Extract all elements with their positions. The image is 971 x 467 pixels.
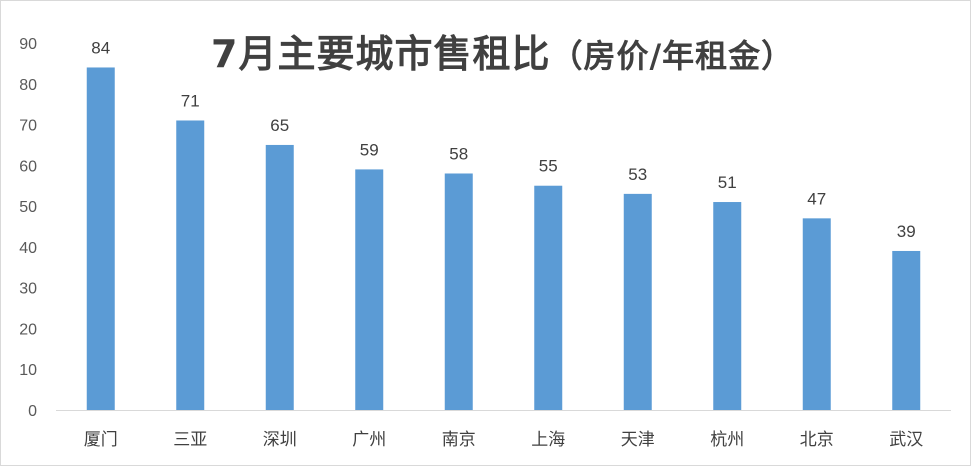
data-labels: 84 71 65 59 58 55 53 51 47 39 bbox=[91, 38, 916, 241]
y-tick-label: 40 bbox=[19, 240, 37, 257]
y-tick-label: 10 bbox=[19, 362, 37, 379]
y-axis: 0 10 20 30 40 50 60 70 80 90 bbox=[19, 36, 37, 420]
bar bbox=[623, 193, 652, 410]
data-label: 53 bbox=[628, 165, 647, 184]
bar bbox=[265, 144, 294, 410]
data-label: 47 bbox=[807, 189, 826, 208]
data-label: 39 bbox=[897, 222, 916, 241]
x-tick-label: 武汉 bbox=[889, 430, 923, 450]
x-axis: 厦门 三亚 深圳 广州 南京 上海 天津 杭州 北京 武汉 bbox=[84, 430, 924, 450]
x-tick-label: 厦门 bbox=[84, 430, 118, 450]
y-tick-label: 70 bbox=[19, 118, 37, 135]
x-tick-label: 广州 bbox=[352, 430, 386, 450]
data-label: 58 bbox=[449, 144, 468, 163]
data-label: 55 bbox=[539, 157, 558, 176]
y-tick-label: 80 bbox=[19, 77, 37, 94]
x-tick-label: 深圳 bbox=[263, 430, 297, 450]
y-tick-label: 30 bbox=[19, 281, 37, 298]
x-tick-label: 南京 bbox=[442, 430, 476, 450]
bar-series bbox=[86, 67, 921, 410]
x-tick-label: 三亚 bbox=[173, 430, 207, 450]
y-tick-label: 0 bbox=[28, 403, 37, 420]
y-tick-label: 50 bbox=[19, 199, 37, 216]
chart-title-main: 7月主要城市售租比 bbox=[211, 32, 551, 76]
bar bbox=[713, 202, 742, 410]
data-label: 51 bbox=[718, 173, 737, 192]
data-label: 71 bbox=[181, 91, 200, 110]
y-tick-label: 20 bbox=[19, 321, 37, 338]
data-label: 59 bbox=[360, 140, 379, 159]
chart-subtitle: （房价/年租金） bbox=[550, 37, 795, 75]
chart-title: 7月主要城市售租比（房价/年租金） bbox=[211, 23, 961, 78]
bar bbox=[802, 218, 831, 410]
bar bbox=[444, 173, 473, 410]
x-tick-label: 杭州 bbox=[710, 430, 744, 450]
bar bbox=[176, 120, 205, 410]
bar bbox=[534, 185, 563, 410]
x-tick-label: 天津 bbox=[621, 430, 655, 450]
bar bbox=[355, 169, 384, 410]
bar bbox=[892, 250, 921, 410]
y-tick-label: 60 bbox=[19, 158, 37, 175]
bar bbox=[86, 67, 115, 410]
x-tick-label: 上海 bbox=[531, 430, 565, 450]
data-label: 84 bbox=[91, 38, 110, 57]
y-tick-label: 90 bbox=[19, 36, 37, 53]
data-label: 65 bbox=[270, 116, 289, 135]
x-tick-label: 北京 bbox=[800, 430, 834, 450]
